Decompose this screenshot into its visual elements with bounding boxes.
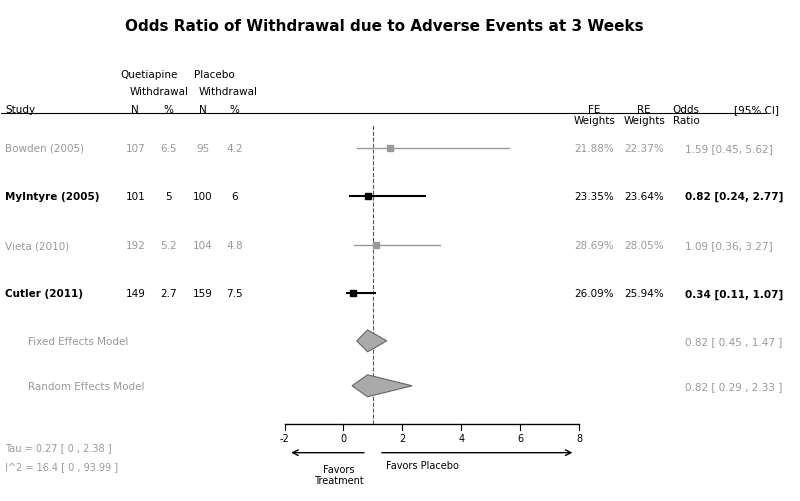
- Text: 101: 101: [126, 192, 145, 202]
- Text: Bowden (2005): Bowden (2005): [6, 143, 84, 153]
- Text: %: %: [163, 105, 173, 115]
- Text: Withdrawal: Withdrawal: [198, 87, 258, 97]
- Text: 5.2: 5.2: [160, 240, 177, 250]
- Text: 6: 6: [517, 433, 523, 443]
- Text: Odds
Ratio: Odds Ratio: [673, 105, 700, 126]
- Text: 2.7: 2.7: [160, 289, 177, 299]
- Text: 22.37%: 22.37%: [624, 143, 664, 153]
- Text: Random Effects Model: Random Effects Model: [28, 381, 145, 391]
- Text: [95% CI]: [95% CI]: [734, 105, 779, 115]
- Text: 0.34 [0.11, 1.07]: 0.34 [0.11, 1.07]: [685, 289, 783, 299]
- Text: Cutler (2011): Cutler (2011): [6, 289, 83, 299]
- Text: Vieta (2010): Vieta (2010): [6, 240, 70, 250]
- Text: 23.35%: 23.35%: [574, 192, 614, 202]
- Text: 0.82 [0.24, 2.77]: 0.82 [0.24, 2.77]: [685, 191, 783, 202]
- Text: Study: Study: [6, 105, 35, 115]
- Text: N: N: [131, 105, 139, 115]
- Text: 28.05%: 28.05%: [624, 240, 664, 250]
- Text: 1.59 [0.45, 5.62]: 1.59 [0.45, 5.62]: [685, 143, 773, 153]
- Text: 1.09 [0.36, 3.27]: 1.09 [0.36, 3.27]: [685, 240, 772, 250]
- Text: 25.94%: 25.94%: [624, 289, 664, 299]
- Text: 2: 2: [399, 433, 406, 443]
- Text: 0.82 [ 0.29 , 2.33 ]: 0.82 [ 0.29 , 2.33 ]: [685, 381, 782, 391]
- Text: 95: 95: [196, 143, 210, 153]
- Text: MyIntyre (2005): MyIntyre (2005): [6, 192, 100, 202]
- Text: 6: 6: [231, 192, 238, 202]
- Text: 4.8: 4.8: [226, 240, 243, 250]
- Text: 6.5: 6.5: [160, 143, 177, 153]
- Text: -2: -2: [280, 433, 290, 443]
- Text: 159: 159: [193, 289, 213, 299]
- Text: FE
Weights: FE Weights: [574, 105, 615, 126]
- Text: 8: 8: [576, 433, 582, 443]
- Text: 7.5: 7.5: [226, 289, 243, 299]
- Text: 5: 5: [165, 192, 171, 202]
- Text: Favors
Treatment: Favors Treatment: [314, 464, 363, 485]
- Text: I^2 = 16.4 [ 0 , 93.99 ]: I^2 = 16.4 [ 0 , 93.99 ]: [6, 461, 118, 471]
- Text: 0.82 [ 0.45 , 1.47 ]: 0.82 [ 0.45 , 1.47 ]: [685, 336, 782, 346]
- Text: 104: 104: [193, 240, 213, 250]
- Text: Tau = 0.27 [ 0 , 2.38 ]: Tau = 0.27 [ 0 , 2.38 ]: [6, 442, 112, 452]
- Text: Favors Placebo: Favors Placebo: [386, 460, 459, 470]
- Text: Withdrawal: Withdrawal: [130, 87, 189, 97]
- Text: 26.09%: 26.09%: [574, 289, 614, 299]
- Text: Fixed Effects Model: Fixed Effects Model: [28, 336, 129, 346]
- Text: 23.64%: 23.64%: [624, 192, 664, 202]
- Polygon shape: [357, 330, 386, 352]
- Polygon shape: [352, 375, 412, 397]
- Text: %: %: [230, 105, 240, 115]
- Text: 149: 149: [126, 289, 146, 299]
- Text: N: N: [198, 105, 206, 115]
- Text: 4.2: 4.2: [226, 143, 243, 153]
- Text: 0: 0: [340, 433, 346, 443]
- Text: 107: 107: [126, 143, 145, 153]
- Text: 100: 100: [193, 192, 213, 202]
- Text: 28.69%: 28.69%: [574, 240, 614, 250]
- Text: Quetiapine: Quetiapine: [120, 70, 178, 80]
- Text: Placebo: Placebo: [194, 70, 234, 80]
- Text: 4: 4: [458, 433, 464, 443]
- Text: 192: 192: [126, 240, 146, 250]
- Text: 21.88%: 21.88%: [574, 143, 614, 153]
- Text: Odds Ratio of Withdrawal due to Adverse Events at 3 Weeks: Odds Ratio of Withdrawal due to Adverse …: [125, 19, 643, 34]
- Text: RE
Weights: RE Weights: [623, 105, 665, 126]
